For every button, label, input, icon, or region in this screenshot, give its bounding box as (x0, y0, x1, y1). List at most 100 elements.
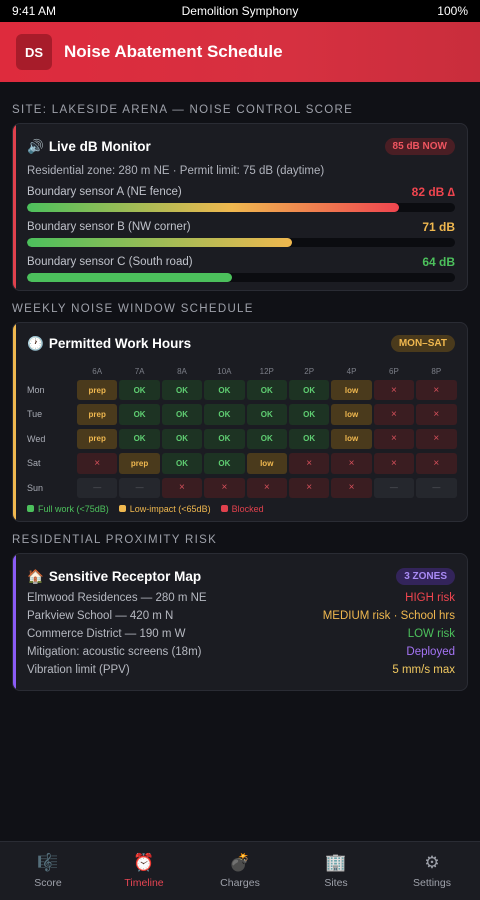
schedule-cell[interactable]: × (77, 453, 118, 474)
schedule-cell[interactable]: OK (246, 428, 287, 450)
sensitive-receptor-card[interactable]: 🏠 Sensitive Receptor Map 3 ZONES Elmwood… (12, 553, 468, 691)
receptor-row: Parkview School — 420 m N MEDIUM risk · … (27, 610, 455, 623)
card-accent (13, 554, 16, 690)
score-icon: 🎼 (37, 853, 59, 872)
schedule-cell[interactable]: prep (77, 404, 118, 425)
schedule-cell[interactable]: × (416, 380, 457, 401)
schedule-cell[interactable]: × (373, 453, 415, 474)
monitor-subtitle: Residential zone: 280 m NE · Permit limi… (27, 165, 325, 177)
receptor-label: Mitigation: acoustic screens (18m) (27, 646, 202, 658)
tab-timeline[interactable]: ⏰ Timeline (96, 842, 192, 900)
hour-header: 8P (431, 367, 442, 376)
receptor-row: Vibration limit (PPV) 5 mm/s max (27, 664, 455, 677)
schedule-cell[interactable]: prep (77, 380, 118, 401)
tab-label: Timeline (124, 877, 164, 889)
schedule-cell[interactable]: OK (161, 380, 203, 401)
schedule-cell[interactable]: × (373, 428, 415, 450)
schedule-days-badge: MON–SAT (390, 335, 455, 352)
day-label: Sun (27, 482, 44, 493)
status-bar: 9:41 AM Demolition Symphony 100% (0, 0, 480, 22)
alarm-clock-icon: ⏰ (133, 853, 155, 872)
schedule-cell[interactable]: OK (204, 380, 245, 401)
receptor-row: Elmwood Residences — 280 m NE HIGH risk (27, 592, 455, 605)
building-icon: 🏢 (325, 853, 347, 872)
grid-corner (27, 364, 76, 380)
schedule-cell[interactable]: OK (288, 404, 330, 425)
tab-sites[interactable]: 🏢 Sites (288, 842, 384, 900)
schedule-cell[interactable]: — (416, 477, 457, 498)
schedule-cell[interactable]: × (331, 453, 372, 474)
schedule-cell[interactable]: × (246, 477, 287, 498)
schedule-cell[interactable]: OK (246, 404, 287, 425)
legend-label: Low-impact (<65dB) (129, 503, 211, 514)
tab-settings[interactable]: ⚙ Settings (384, 842, 480, 900)
sensor-list: Boundary sensor A (NE fence) 82 dB ∆ Boun… (27, 185, 455, 282)
schedule-cell[interactable]: × (288, 477, 330, 498)
schedule-cell[interactable]: × (416, 404, 457, 425)
sensor-label: Boundary sensor B (NW corner) (27, 221, 191, 233)
legend-swatch (118, 504, 126, 512)
sensor-row: Boundary sensor C (South road) 64 dB (27, 255, 455, 269)
speaker-icon: 🔊 (27, 138, 44, 154)
schedule-cell[interactable]: low (331, 380, 372, 401)
hour-header: 6A (92, 367, 103, 376)
schedule-cell[interactable]: × (373, 380, 415, 401)
schedule-cell[interactable]: — (373, 477, 415, 498)
legend-item: Blocked (220, 504, 264, 514)
schedule-cell[interactable]: × (331, 477, 372, 498)
tab-charges[interactable]: 💣 Charges (192, 842, 288, 900)
schedule-title-text: Permitted Work Hours (48, 336, 192, 351)
card-accent (13, 323, 16, 521)
tab-label: Settings (413, 877, 451, 889)
zones-badge: 3 ZONES (396, 568, 455, 585)
hour-header: 7A (134, 367, 145, 376)
sensor-level-bar (27, 273, 455, 282)
schedule-cell[interactable]: OK (161, 404, 203, 425)
schedule-cell[interactable]: × (204, 477, 245, 498)
schedule-cell[interactable]: OK (204, 428, 245, 450)
schedule-cell[interactable]: — (77, 477, 118, 498)
schedule-cell[interactable]: OK (119, 428, 160, 450)
gear-icon: ⚙ (424, 853, 440, 872)
live-db-badge: 85 dB NOW (384, 138, 455, 155)
bottom-tab-bar: 🎼 Score ⏰ Timeline 💣 Charges 🏢 Sites ⚙ Settings (0, 841, 480, 900)
status-battery: 100% (437, 4, 468, 18)
schedule-cell[interactable]: OK (288, 380, 330, 401)
schedule-cell[interactable]: low (331, 404, 372, 425)
day-label: Sat (27, 458, 41, 469)
schedule-title: 🕐 Permitted Work Hours (27, 336, 191, 352)
schedule-cell[interactable]: × (288, 453, 330, 474)
schedule-cell[interactable]: OK (288, 428, 330, 450)
permitted-work-hours-card[interactable]: 🕐 Permitted Work Hours MON–SAT 6A 7A 8A 10A… (12, 322, 468, 522)
status-time: 9:41 AM (12, 4, 57, 18)
tab-score[interactable]: 🎼 Score (0, 842, 96, 900)
day-label: Mon (27, 385, 45, 395)
schedule-cell[interactable]: — (119, 477, 160, 498)
schedule-cell[interactable]: low (246, 453, 287, 474)
tab-label: Charges (220, 877, 260, 889)
schedule-cell[interactable]: prep (119, 453, 160, 474)
schedule-cell[interactable]: OK (246, 380, 287, 401)
schedule-grid: 6A 7A 8A 10A 12P 2P 4P 6P 8P Mon prep OK OK OK OK OK low… (27, 364, 457, 502)
schedule-legend: Full work (<75dB) Low-impact (<65dB) Block… (27, 504, 455, 514)
live-db-monitor-card[interactable]: 🔊 Live dB Monitor 85 dB NOW Residential … (12, 123, 468, 291)
schedule-cell[interactable]: OK (161, 428, 203, 450)
schedule-cell[interactable]: × (373, 404, 415, 425)
schedule-cell[interactable]: low (331, 428, 372, 450)
hour-header: 12P (259, 367, 274, 376)
schedule-cell[interactable]: OK (161, 453, 203, 474)
sensor-row: Boundary sensor A (NE fence) 82 dB ∆ (27, 185, 455, 199)
schedule-cell[interactable]: × (416, 428, 457, 450)
sensor-level-fill (27, 238, 293, 247)
legend-swatch (220, 504, 228, 512)
schedule-cell[interactable]: OK (119, 380, 160, 401)
schedule-cell[interactable]: OK (204, 404, 245, 425)
schedule-cell[interactable]: × (161, 477, 203, 498)
schedule-cell[interactable]: OK (204, 453, 245, 474)
app-logo[interactable]: DS (16, 34, 52, 70)
schedule-cell[interactable]: OK (119, 404, 160, 425)
schedule-cell[interactable]: prep (77, 428, 118, 450)
sensor-level-bar (27, 203, 455, 212)
receptor-value: Deployed (406, 646, 455, 658)
schedule-cell[interactable]: × (416, 453, 457, 474)
